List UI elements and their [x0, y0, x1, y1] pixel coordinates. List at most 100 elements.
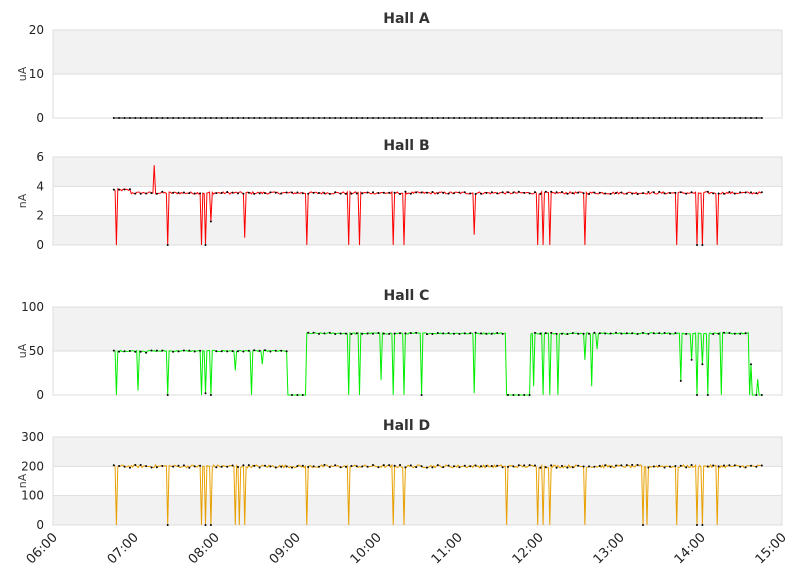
data-point: [242, 350, 245, 353]
data-point: [534, 331, 536, 334]
data-point: [404, 332, 407, 335]
y-tick-label: 200: [21, 459, 44, 473]
data-point: [582, 465, 585, 468]
data-point: [561, 117, 563, 119]
data-point: [534, 117, 536, 119]
data-point: [696, 117, 698, 119]
data-point: [647, 466, 650, 469]
data-point: [134, 192, 137, 195]
data-point: [285, 350, 288, 353]
data-point: [474, 331, 477, 334]
data-point: [345, 192, 347, 195]
data-point: [744, 466, 747, 469]
data-point: [177, 191, 180, 194]
data-point: [458, 117, 461, 119]
data-point: [436, 192, 439, 195]
data-point: [555, 117, 558, 119]
data-point: [528, 464, 531, 467]
data-point: [615, 331, 617, 334]
data-point: [177, 117, 180, 119]
data-point: [739, 117, 742, 119]
data-point: [685, 332, 688, 335]
data-point: [620, 191, 623, 194]
y-axis-label: uA: [16, 343, 29, 358]
data-point: [307, 117, 310, 119]
data-point: [280, 465, 283, 468]
data-point: [598, 117, 601, 119]
panel-title: Hall D: [383, 418, 430, 434]
data-point: [166, 244, 169, 246]
x-tick-label: 07:00: [105, 530, 142, 567]
data-point: [696, 394, 698, 396]
data-point: [215, 466, 218, 469]
data-point: [593, 117, 596, 119]
data-point: [377, 332, 380, 334]
y-tick-label: 2: [36, 209, 44, 223]
data-point: [393, 464, 396, 467]
data-point: [350, 333, 353, 335]
data-point: [490, 191, 493, 194]
data-point: [253, 117, 256, 119]
data-point: [172, 117, 175, 119]
data-point: [739, 465, 742, 468]
data-point: [701, 117, 704, 119]
data-point: [458, 191, 461, 194]
data-point: [642, 192, 644, 195]
data-point: [604, 192, 607, 195]
data-point: [150, 466, 153, 469]
data-point: [404, 190, 407, 193]
data-point: [647, 191, 650, 193]
data-point: [188, 466, 191, 469]
data-point: [669, 192, 671, 194]
data-point: [739, 332, 742, 335]
data-point: [334, 191, 337, 194]
data-point: [291, 394, 293, 396]
data-point: [155, 466, 158, 469]
x-tick-label: 10:00: [348, 530, 385, 567]
data-point: [307, 192, 310, 195]
data-point: [453, 332, 455, 335]
data-point: [436, 117, 439, 119]
data-point: [507, 465, 509, 468]
data-point: [723, 464, 725, 467]
data-point: [388, 332, 391, 335]
data-point: [226, 191, 229, 193]
data-point: [733, 117, 736, 119]
data-point: [204, 244, 207, 246]
plot-frame: [52, 156, 783, 246]
data-point: [399, 332, 401, 335]
data-point: [496, 117, 499, 119]
data-point: [264, 349, 266, 352]
data-point: [474, 464, 477, 467]
data-point: [420, 394, 423, 396]
data-point: [399, 464, 401, 466]
data-point: [674, 332, 677, 334]
data-point: [318, 465, 320, 468]
data-point: [598, 332, 601, 335]
data-point: [517, 394, 520, 396]
data-point: [490, 117, 493, 119]
data-point: [625, 117, 628, 119]
data-point: [139, 464, 142, 466]
data-point: [301, 117, 304, 119]
data-point: [760, 191, 763, 194]
data-point: [431, 191, 434, 193]
panel-title: Hall A: [383, 11, 430, 27]
data-point: [706, 394, 709, 396]
data-point: [188, 192, 191, 195]
x-tick-label: 11:00: [429, 530, 466, 567]
data-point: [150, 349, 153, 352]
data-point: [415, 331, 418, 334]
data-point: [566, 192, 569, 195]
data-point: [264, 117, 266, 119]
data-point: [620, 464, 623, 467]
data-point: [555, 466, 558, 469]
data-point: [112, 117, 115, 119]
data-point: [636, 464, 639, 466]
data-point: [134, 464, 137, 466]
y-tick-label: 10: [29, 67, 44, 81]
data-point: [447, 464, 450, 467]
data-point: [123, 465, 126, 468]
data-point: [674, 465, 677, 467]
